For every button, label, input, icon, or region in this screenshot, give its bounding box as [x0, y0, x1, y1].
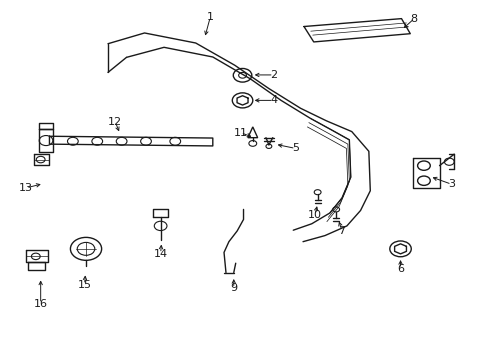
- Text: 1: 1: [206, 12, 213, 22]
- Text: 14: 14: [153, 248, 167, 258]
- Text: 8: 8: [410, 14, 417, 24]
- Text: 4: 4: [270, 95, 277, 105]
- Text: 2: 2: [270, 70, 277, 80]
- Text: 6: 6: [396, 264, 403, 274]
- Text: 10: 10: [307, 210, 322, 220]
- Text: 3: 3: [447, 179, 454, 189]
- Text: 9: 9: [230, 283, 237, 293]
- Text: 13: 13: [19, 183, 33, 193]
- Text: 11: 11: [233, 128, 247, 138]
- Text: 16: 16: [34, 299, 48, 309]
- Text: 5: 5: [292, 143, 299, 153]
- Text: 7: 7: [338, 226, 345, 236]
- Text: 12: 12: [108, 117, 122, 127]
- Text: 15: 15: [78, 280, 91, 290]
